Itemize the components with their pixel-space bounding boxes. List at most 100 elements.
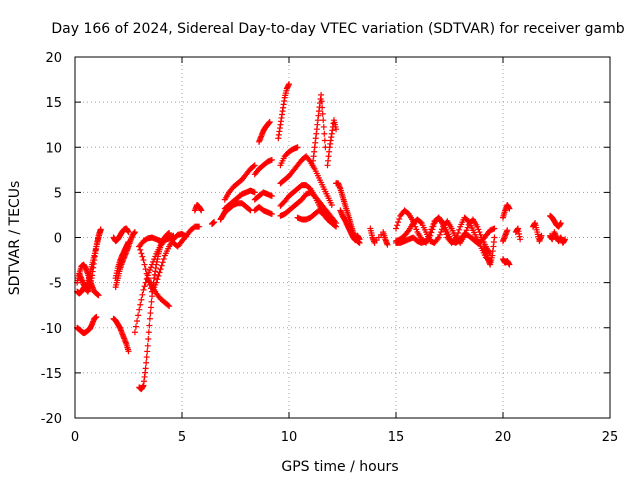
data-point [148, 298, 155, 305]
data-point [147, 264, 154, 271]
data-point [384, 241, 391, 248]
data-point [154, 276, 161, 283]
data-point [157, 266, 164, 273]
data-point [125, 348, 132, 355]
data-point [413, 226, 420, 233]
data-point [427, 229, 434, 236]
series-hump-b [277, 153, 335, 209]
series-post22-a [547, 212, 564, 230]
data-point [491, 234, 498, 241]
data-point [139, 291, 146, 298]
data-point [125, 239, 132, 246]
data-point [318, 91, 325, 98]
data-point [136, 306, 143, 313]
series-start-low [74, 313, 100, 337]
series-post20-a [500, 202, 513, 221]
data-point [211, 219, 218, 226]
x-tick-label: 20 [495, 430, 512, 445]
data-point [319, 104, 326, 111]
data-point [434, 235, 441, 242]
data-point [153, 279, 160, 286]
data-point [404, 228, 411, 235]
data-point [142, 365, 149, 372]
y-tick-label: -15 [41, 367, 62, 382]
y-tick-label: 0 [54, 232, 62, 247]
data-point [143, 270, 150, 277]
data-point [138, 250, 145, 257]
series-w1-a [393, 207, 494, 264]
data-point [429, 223, 436, 230]
data-marks [74, 81, 569, 393]
series-start-arc3 [76, 226, 104, 295]
y-axis-label: SDTVAR / TECUs [7, 181, 23, 296]
series-mid-c [208, 219, 218, 227]
data-point [321, 137, 328, 144]
series-rise-b [112, 239, 132, 282]
data-point [396, 215, 403, 222]
data-point [198, 207, 205, 214]
series-grp2-c [251, 189, 275, 203]
data-point [251, 162, 258, 169]
x-tick-label: 25 [602, 430, 619, 445]
series-w1-d [480, 234, 498, 268]
data-point [491, 225, 498, 232]
y-tick-label: 10 [45, 141, 62, 156]
series-post20-d [512, 225, 524, 243]
data-point [320, 123, 327, 130]
data-point [439, 218, 446, 225]
data-point [141, 261, 148, 268]
series-w1-c [393, 214, 498, 246]
data-point [146, 266, 153, 273]
series-dip-a [110, 315, 132, 355]
data-point [394, 222, 401, 229]
data-point [144, 342, 151, 349]
data-point [131, 329, 138, 336]
data-point [437, 229, 444, 236]
data-point [155, 272, 162, 279]
data-point [95, 292, 102, 299]
data-point [132, 323, 139, 330]
x-tick-label: 10 [281, 430, 298, 445]
data-point [145, 329, 152, 336]
x-tick-label: 5 [178, 430, 186, 445]
series-mid-a [170, 223, 203, 250]
series-peak1 [275, 81, 292, 142]
series-grp2-b [251, 156, 275, 178]
data-point [393, 225, 399, 232]
series-grp1-c [221, 200, 254, 216]
y-tick-label: 15 [45, 96, 62, 111]
x-tick-label: 0 [71, 430, 79, 445]
data-point [430, 220, 437, 227]
data-point [246, 206, 253, 213]
series-post20-c [500, 256, 513, 268]
series-grp2-d [251, 203, 275, 218]
data-point [144, 348, 151, 355]
data-point [332, 222, 339, 229]
data-point [294, 144, 301, 151]
data-point [268, 192, 275, 199]
series-post22-b [547, 229, 569, 246]
data-point [166, 303, 173, 310]
data-point [562, 236, 569, 243]
data-point [140, 257, 147, 264]
data-point [251, 189, 258, 196]
series-x-cross3 [144, 275, 173, 310]
chart-title: Day 166 of 2024, Sidereal Day-to-day VTE… [51, 21, 624, 37]
series-tail-b [337, 207, 363, 244]
data-point [474, 223, 481, 230]
data-point [151, 256, 158, 263]
data-point [196, 223, 203, 230]
y-tick-label: -5 [49, 277, 62, 292]
data-point [557, 220, 564, 227]
data-point [464, 224, 471, 231]
data-point [506, 205, 513, 212]
data-point [139, 253, 146, 260]
data-point [156, 269, 163, 276]
data-point [146, 322, 153, 329]
data-point [428, 226, 435, 233]
series-w1-b [393, 216, 494, 257]
series-mid-b [191, 202, 205, 214]
axis-ticks: 0 5 10 15 20 25 -20 -15 -10 -5 0 5 10 15 20 [41, 51, 619, 445]
series-post20-b [500, 227, 511, 245]
